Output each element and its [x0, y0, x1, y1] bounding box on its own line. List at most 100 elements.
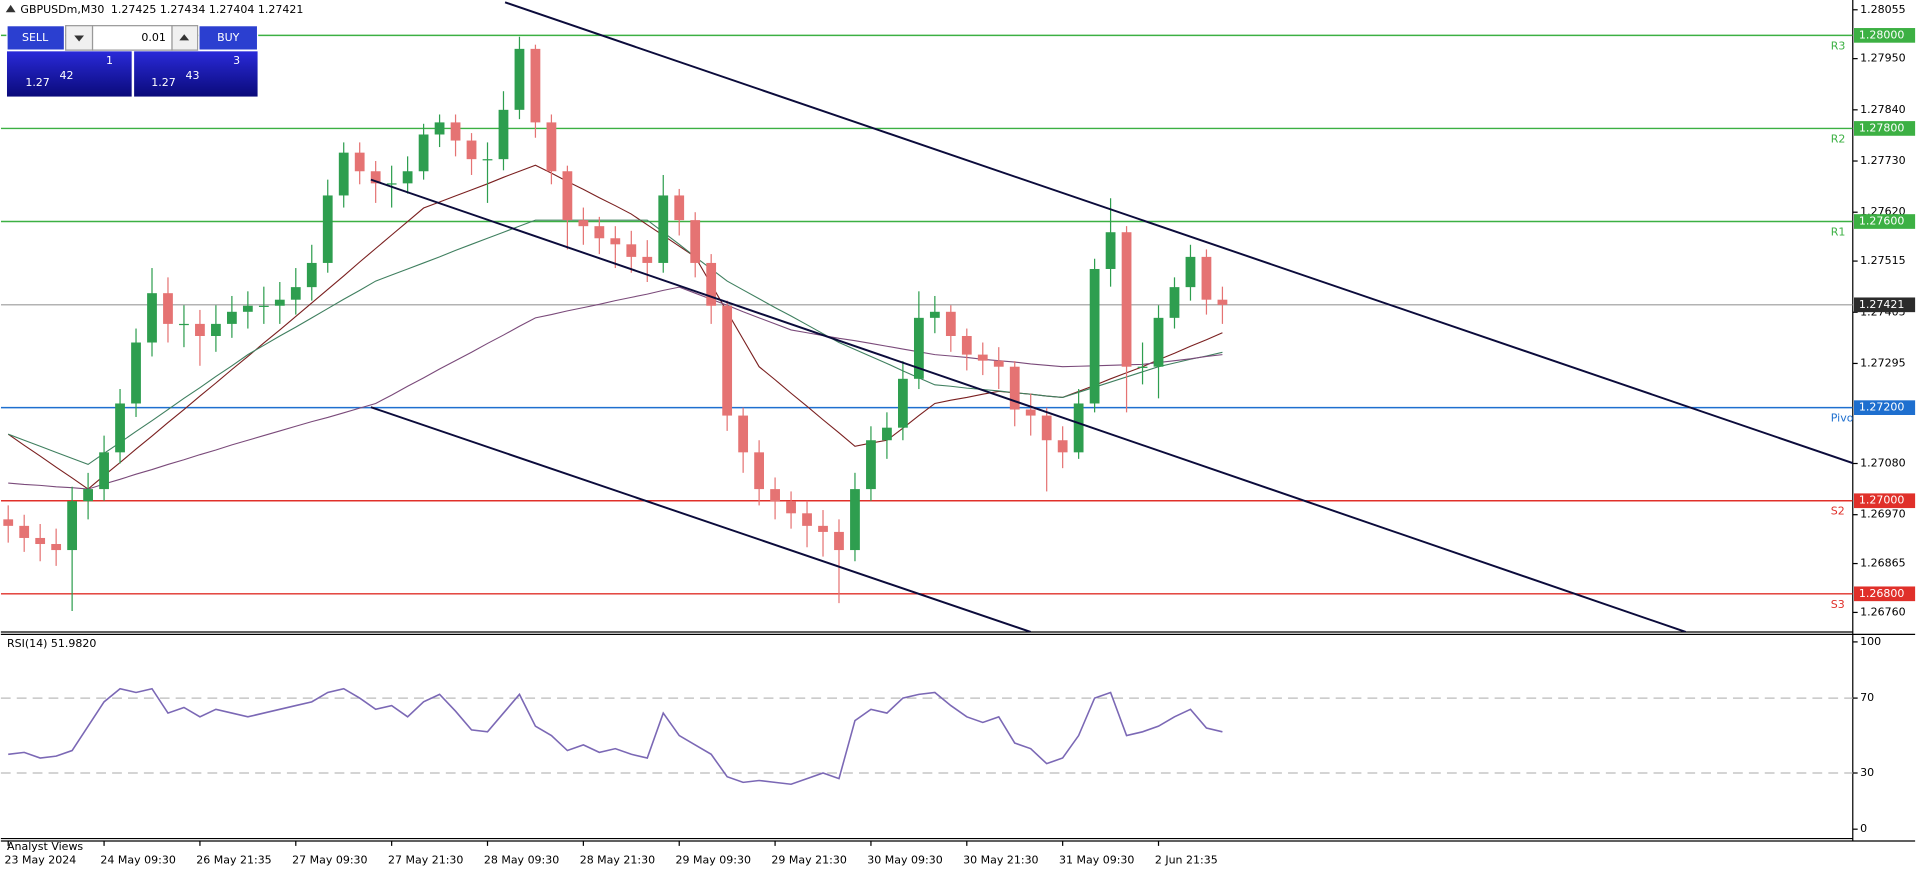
ask-big: 1.27	[151, 76, 176, 89]
price-label: 1.26800	[1859, 587, 1905, 600]
y-tick-label: 70	[1860, 691, 1874, 704]
candle-body	[1057, 440, 1068, 453]
candle-body	[658, 195, 669, 263]
candle-body	[1073, 403, 1084, 453]
axes: 1.280551.279501.278401.277301.276201.275…	[0, 3, 1916, 867]
pivot-level-name: S3	[1831, 598, 1845, 611]
candle-body	[242, 305, 253, 312]
price-pane: R3 R2 R1 Pivot S2 S3	[0, 1, 1859, 632]
sell-label: SELL	[22, 31, 49, 44]
candle-body	[35, 537, 46, 545]
candle-body	[226, 311, 237, 324]
candle-body	[850, 489, 860, 551]
candle-body	[674, 195, 685, 221]
candle-body	[562, 171, 573, 221]
x-tick-label: 28 May 21:30	[580, 854, 655, 867]
buy-button[interactable]	[198, 25, 259, 51]
x-tick-label: 30 May 21:30	[963, 854, 1038, 867]
x-tick-label: 29 May 21:30	[771, 854, 846, 867]
x-tick-label: 2 Jun 21:35	[1155, 854, 1218, 867]
lot-input[interactable]	[91, 25, 173, 51]
sell-button[interactable]	[6, 25, 66, 51]
candle-body	[51, 544, 62, 551]
candle-body	[945, 311, 956, 336]
candle-body	[786, 501, 796, 514]
bid-point: 1	[106, 54, 113, 67]
y-tick-label: 1.28055	[1860, 3, 1906, 16]
price-label: 1.27800	[1859, 121, 1905, 134]
candle-body	[179, 323, 189, 326]
candle-body	[370, 171, 381, 184]
candle-body	[67, 501, 78, 551]
x-tick-label: 24 May 09:30	[100, 854, 175, 867]
ask-box[interactable]	[134, 51, 258, 97]
moving-average	[8, 219, 1223, 466]
candle-body	[626, 244, 637, 257]
candle-body	[306, 262, 317, 288]
x-tick-label: 28 May 09:30	[484, 854, 559, 867]
candle-body	[163, 293, 173, 324]
ohlc-quote: 1.27425 1.27434 1.27404 1.27421	[111, 3, 303, 16]
candle-body	[131, 342, 141, 404]
candle-body	[274, 299, 285, 306]
candle-body	[402, 171, 413, 184]
current-price-box	[1854, 297, 1916, 313]
candle-body	[706, 262, 717, 306]
candle-body	[929, 311, 940, 318]
current-price-label: 1.27421	[1859, 298, 1905, 311]
candle-body	[19, 525, 30, 538]
y-tick-label: 1.26760	[1860, 605, 1906, 618]
candle-body	[913, 317, 924, 379]
candle-body	[977, 354, 988, 361]
pivot-level-name: R3	[1831, 39, 1846, 52]
candle-body	[1009, 366, 1020, 410]
candle-body	[1041, 415, 1052, 441]
y-tick-label: 1.27950	[1860, 52, 1906, 65]
candle-body	[434, 122, 445, 135]
x-tick-label: 31 May 09:30	[1059, 854, 1134, 867]
y-tick-label: 1.26865	[1860, 557, 1906, 570]
candle-body	[818, 525, 828, 532]
buy-label: BUY	[217, 31, 240, 44]
candle-body	[770, 489, 780, 502]
candle-body	[530, 48, 541, 123]
candle-body	[258, 305, 269, 307]
candle-body	[882, 427, 892, 441]
candle-body	[1025, 409, 1036, 416]
bid-pips: 42	[60, 69, 74, 82]
candle-body	[418, 134, 429, 172]
candle-body	[498, 109, 509, 160]
analyst-views[interactable]: Analyst Views	[7, 840, 83, 853]
candle-body	[338, 152, 349, 196]
pivot-level-name: R1	[1831, 226, 1846, 239]
candle-body	[834, 531, 844, 551]
candle-body	[578, 220, 589, 227]
pivot-level-name: S2	[1831, 505, 1845, 518]
candle-body	[1089, 268, 1100, 404]
y-tick-label: 0	[1860, 822, 1867, 835]
bid-box[interactable]	[6, 51, 132, 97]
y-tick-label: 30	[1860, 766, 1874, 779]
candle-body	[450, 122, 461, 141]
candle-body	[322, 195, 333, 263]
candle-body	[1153, 317, 1164, 367]
y-tick-label: 1.27295	[1860, 356, 1906, 369]
candle-body	[594, 226, 605, 239]
up-arrow	[179, 34, 190, 41]
symbol: GBPUSDm,M30	[20, 3, 104, 16]
candle-body	[722, 305, 733, 416]
candle-body	[1201, 256, 1212, 300]
moving-average	[8, 286, 1223, 490]
price-label-box	[1854, 586, 1916, 602]
collapse-icon[interactable]	[5, 4, 16, 13]
candle-body	[898, 378, 908, 428]
candle-body	[99, 452, 109, 490]
price-label-box	[1854, 28, 1916, 43]
candle-body	[610, 238, 621, 245]
candle-body	[514, 48, 525, 110]
pivot-level-name: Pivot	[1831, 412, 1859, 425]
price-label-box	[1854, 121, 1916, 136]
candle-body	[3, 519, 14, 526]
